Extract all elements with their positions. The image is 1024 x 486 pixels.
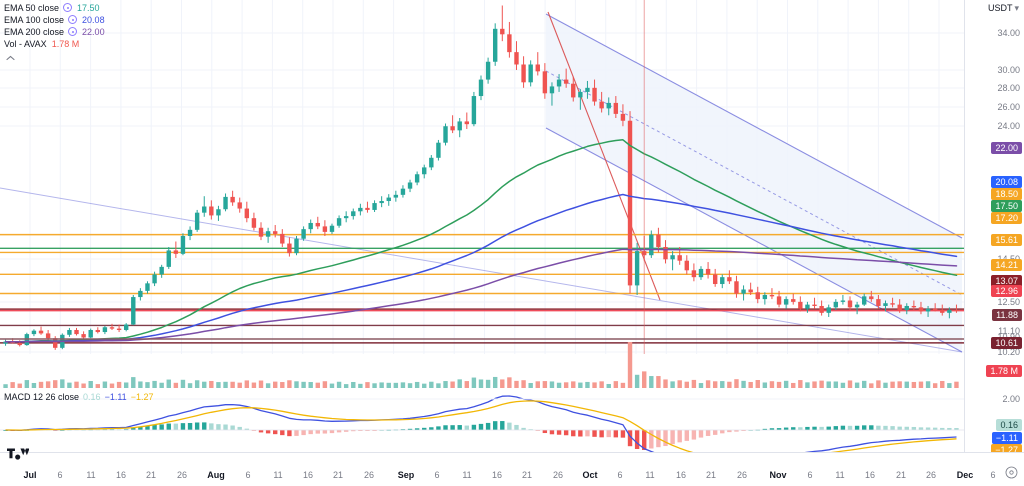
price-axis-tick: 30.00 — [997, 65, 1020, 75]
time-axis-tick: 16 — [491, 470, 503, 480]
currency-selector[interactable]: USDT ▾ — [984, 2, 1022, 15]
legend-label: EMA 50 close — [4, 2, 60, 13]
time-axis-tick: 16 — [864, 470, 876, 480]
legend-label: EMA 200 close — [4, 26, 65, 37]
price-level-badge[interactable]: 12.96 — [991, 285, 1022, 297]
time-axis-tick: Aug — [207, 470, 225, 480]
price-axis-tick: 34.00 — [997, 28, 1020, 38]
time-axis-tick: Jul — [23, 470, 37, 480]
tradingview-logo[interactable] — [7, 447, 30, 466]
time-axis-tick: 16 — [675, 470, 687, 480]
time-axis-tick: Sep — [397, 470, 415, 480]
price-level-badge[interactable]: 17.20 — [991, 212, 1022, 224]
volume-chart-svg — [0, 338, 964, 388]
time-axis-tick: 11 — [86, 470, 96, 480]
macd-line-value: −1.11 — [104, 392, 127, 402]
time-axis-tick: 11 — [273, 470, 283, 480]
time-axis-tick: 6 — [245, 470, 251, 480]
price-axis-tick: 26.00 — [997, 102, 1020, 112]
price-axis[interactable]: 34.0030.0028.0026.0024.0014.5012.5011.10… — [964, 0, 1024, 456]
price-axis-tick: 12.50 — [997, 297, 1020, 307]
price-level-badge[interactable]: 20.08 — [991, 176, 1022, 188]
legend-value: 17.50 — [77, 2, 100, 13]
time-axis-tick: 6 — [807, 470, 813, 480]
legend-label: EMA 100 close — [4, 14, 65, 25]
price-level-badge[interactable]: 17.50 — [991, 200, 1022, 212]
macd-hist-value: 0.16 — [83, 392, 101, 402]
time-axis-tick: 6 — [434, 470, 440, 480]
legend-label: Vol - AVAX — [4, 38, 47, 49]
time-axis-tick: 26 — [176, 470, 188, 480]
macd-axis-tick: 2.00 — [1002, 394, 1020, 404]
time-axis-tick: 6 — [617, 470, 623, 480]
price-level-badge[interactable]: 0.16 — [996, 419, 1022, 431]
legend-value: 1.78 M — [51, 38, 80, 49]
time-axis-tick: 21 — [521, 470, 533, 480]
price-chart-svg — [0, 0, 964, 354]
price-level-badge[interactable]: 18.50 — [991, 188, 1022, 200]
time-axis-tick: 26 — [552, 470, 564, 480]
time-axis-tick: 11 — [462, 470, 472, 480]
macd-pane[interactable] — [0, 390, 964, 463]
currency-label: USDT — [987, 3, 1013, 13]
time-axis-tick: 21 — [705, 470, 717, 480]
time-axis-tick: 11 — [645, 470, 655, 480]
gear-icon[interactable] — [1005, 466, 1018, 479]
time-axis-tick: Oct — [582, 470, 598, 480]
time-axis-tick: 26 — [363, 470, 375, 480]
legend-item-ema200[interactable]: EMA 200 close 22.00 — [4, 26, 105, 37]
time-axis-tick: 21 — [145, 470, 157, 480]
price-axis-tick: 10.20 — [997, 347, 1020, 357]
legend-item-volume[interactable]: Vol - AVAX 1.78 M — [4, 38, 105, 49]
legend-item-ema50[interactable]: EMA 50 close 17.50 — [4, 2, 105, 13]
eye-icon[interactable] — [68, 27, 78, 36]
time-axis-tick: 6 — [57, 470, 63, 480]
legend-value: 20.08 — [82, 14, 105, 25]
macd-legend-title: MACD 12 26 close — [4, 392, 80, 402]
chevron-down-icon: ▾ — [1014, 3, 1019, 13]
time-axis[interactable]: Jul 6 11 16 21 26 Aug 6 11 16 21 26 Sep 6 11 16 21 26 Oct 6… — [0, 452, 1024, 486]
price-level-badge[interactable]: 10.61 — [991, 337, 1022, 349]
price-pane[interactable] — [0, 0, 964, 354]
macd-legend: MACD 12 26 close 0.16 −1.11 −1.27 — [4, 392, 157, 402]
time-axis-tick: Nov — [769, 470, 787, 480]
price-level-badge[interactable]: 1.78 M — [986, 365, 1022, 377]
price-level-badge[interactable]: 13.07 — [991, 275, 1022, 287]
time-axis-tick: 21 — [332, 470, 344, 480]
time-axis-tick: 26 — [925, 470, 937, 480]
price-level-badge[interactable]: 14.21 — [991, 259, 1022, 271]
price-level-badge[interactable]: 15.61 — [991, 234, 1022, 246]
price-level-badge[interactable]: −1.11 — [991, 432, 1022, 444]
time-axis-tick: 16 — [115, 470, 127, 480]
eye-icon[interactable] — [63, 3, 73, 12]
eye-icon[interactable] — [68, 15, 78, 24]
time-axis-tick: 11 — [835, 470, 845, 480]
time-axis-tick: 16 — [302, 470, 314, 480]
chart-legend: EMA 50 close 17.50 EMA 100 close 20.08 E… — [4, 2, 105, 63]
price-level-badge[interactable]: 22.00 — [991, 142, 1022, 154]
macd-signal-value: −1.27 — [130, 392, 154, 402]
macd-chart-svg — [0, 395, 964, 463]
price-axis-tick: 11.10 — [998, 326, 1020, 336]
time-axis-tick: 26 — [736, 470, 748, 480]
price-axis-tick: 24.00 — [997, 121, 1020, 131]
price-level-badge[interactable]: 11.88 — [992, 309, 1022, 321]
legend-item-ema100[interactable]: EMA 100 close 20.08 — [4, 14, 105, 25]
time-axis-tick: 21 — [895, 470, 907, 480]
price-axis-tick: 28.00 — [997, 83, 1020, 93]
time-axis-tick: Dec — [956, 470, 974, 480]
legend-value: 22.00 — [82, 26, 105, 37]
volume-pane[interactable] — [0, 336, 964, 388]
time-axis-tick: 6 — [990, 470, 996, 480]
chevron-up-icon[interactable] — [4, 52, 17, 63]
